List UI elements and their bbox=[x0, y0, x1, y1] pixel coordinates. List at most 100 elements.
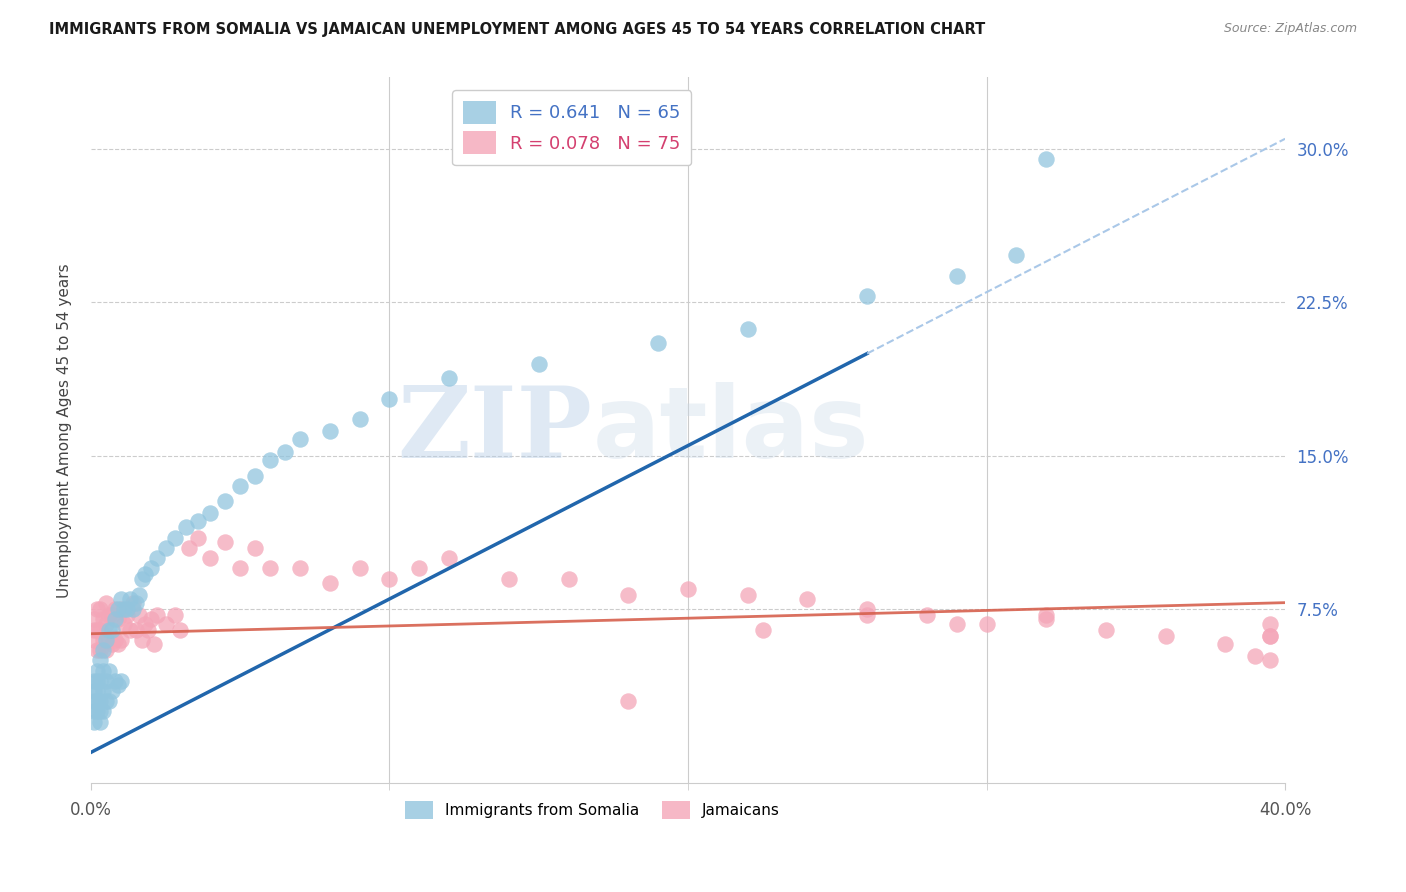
Point bbox=[83, 612, 105, 626]
Point bbox=[1258, 653, 1281, 667]
Point bbox=[1005, 248, 1028, 262]
Point bbox=[121, 596, 143, 610]
Point bbox=[1035, 153, 1057, 167]
Point bbox=[94, 596, 117, 610]
Text: ZIP: ZIP bbox=[398, 382, 592, 479]
Point bbox=[498, 572, 520, 586]
Point bbox=[676, 582, 699, 596]
Point bbox=[187, 514, 209, 528]
Point bbox=[437, 551, 460, 566]
Point bbox=[83, 694, 105, 708]
Point bbox=[97, 623, 120, 637]
Point bbox=[125, 596, 148, 610]
Point bbox=[91, 684, 114, 698]
Point bbox=[125, 623, 148, 637]
Point bbox=[139, 612, 162, 626]
Point bbox=[288, 561, 311, 575]
Point bbox=[915, 608, 938, 623]
Point bbox=[86, 643, 108, 657]
Point bbox=[89, 623, 111, 637]
Point bbox=[83, 684, 105, 698]
Point bbox=[107, 612, 129, 626]
Point bbox=[89, 602, 111, 616]
Point bbox=[89, 694, 111, 708]
Point bbox=[751, 623, 773, 637]
Point bbox=[214, 493, 236, 508]
Point bbox=[101, 684, 124, 698]
Point bbox=[214, 534, 236, 549]
Point bbox=[163, 531, 186, 545]
Point bbox=[104, 612, 127, 626]
Point bbox=[91, 705, 114, 719]
Point bbox=[1244, 649, 1267, 664]
Text: Source: ZipAtlas.com: Source: ZipAtlas.com bbox=[1223, 22, 1357, 36]
Point bbox=[145, 608, 167, 623]
Point bbox=[288, 433, 311, 447]
Point bbox=[83, 705, 105, 719]
Legend: Immigrants from Somalia, Jamaicans: Immigrants from Somalia, Jamaicans bbox=[399, 795, 786, 825]
Point bbox=[200, 551, 222, 566]
Point bbox=[83, 714, 105, 729]
Point bbox=[131, 572, 153, 586]
Point bbox=[1215, 637, 1237, 651]
Point bbox=[319, 575, 342, 590]
Point bbox=[121, 602, 143, 616]
Point bbox=[378, 392, 401, 406]
Point bbox=[319, 424, 342, 438]
Point bbox=[104, 602, 127, 616]
Point bbox=[115, 602, 138, 616]
Point bbox=[97, 632, 120, 647]
Point bbox=[97, 694, 120, 708]
Point bbox=[617, 694, 640, 708]
Point bbox=[527, 357, 550, 371]
Point bbox=[134, 616, 156, 631]
Text: IMMIGRANTS FROM SOMALIA VS JAMAICAN UNEMPLOYMENT AMONG AGES 45 TO 54 YEARS CORRE: IMMIGRANTS FROM SOMALIA VS JAMAICAN UNEM… bbox=[49, 22, 986, 37]
Y-axis label: Unemployment Among Ages 45 to 54 years: Unemployment Among Ages 45 to 54 years bbox=[58, 263, 72, 598]
Point bbox=[617, 588, 640, 602]
Point bbox=[128, 608, 150, 623]
Point bbox=[86, 694, 108, 708]
Point bbox=[94, 673, 117, 688]
Point bbox=[437, 371, 460, 385]
Point bbox=[408, 561, 430, 575]
Point bbox=[112, 602, 135, 616]
Point bbox=[107, 602, 129, 616]
Point bbox=[131, 632, 153, 647]
Point bbox=[83, 673, 105, 688]
Text: atlas: atlas bbox=[592, 382, 869, 479]
Point bbox=[142, 637, 165, 651]
Point bbox=[259, 453, 281, 467]
Point bbox=[976, 616, 998, 631]
Point bbox=[110, 602, 132, 616]
Point bbox=[91, 632, 114, 647]
Point bbox=[557, 572, 579, 586]
Point bbox=[856, 289, 879, 303]
Point bbox=[97, 664, 120, 678]
Point bbox=[128, 588, 150, 602]
Point bbox=[136, 623, 159, 637]
Point bbox=[856, 608, 879, 623]
Point bbox=[86, 664, 108, 678]
Point bbox=[110, 632, 132, 647]
Point bbox=[83, 632, 105, 647]
Point bbox=[945, 616, 967, 631]
Point bbox=[1095, 623, 1118, 637]
Point bbox=[856, 602, 879, 616]
Point bbox=[107, 637, 129, 651]
Point bbox=[107, 678, 129, 692]
Point bbox=[229, 479, 252, 493]
Point bbox=[101, 608, 124, 623]
Point bbox=[134, 567, 156, 582]
Point bbox=[112, 616, 135, 631]
Point bbox=[1258, 629, 1281, 643]
Point bbox=[945, 268, 967, 283]
Point bbox=[349, 412, 371, 426]
Point bbox=[91, 664, 114, 678]
Point bbox=[187, 531, 209, 545]
Point bbox=[796, 591, 818, 606]
Point bbox=[737, 322, 759, 336]
Point bbox=[274, 444, 297, 458]
Point bbox=[89, 714, 111, 729]
Point bbox=[97, 608, 120, 623]
Point bbox=[86, 623, 108, 637]
